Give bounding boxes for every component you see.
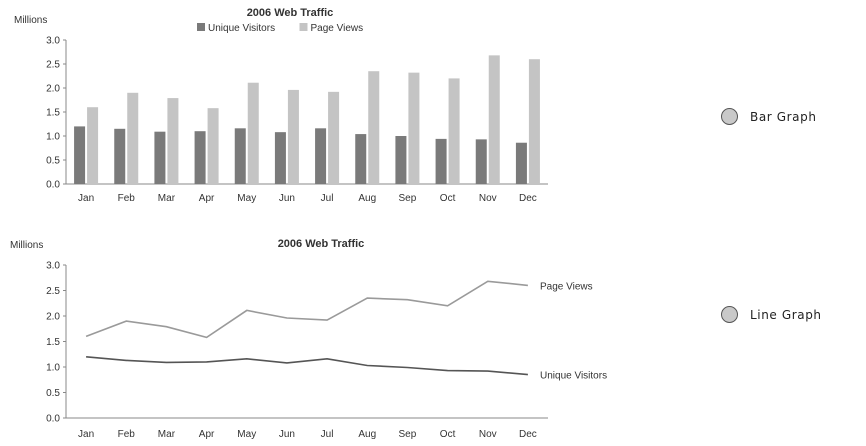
bar-page-views xyxy=(488,55,500,184)
line-unique-visitors xyxy=(86,356,528,376)
legend-entry: Unique Visitors xyxy=(208,23,275,34)
x-tick-label: Dec xyxy=(519,429,537,440)
bar-graph-option[interactable]: Bar Graph xyxy=(721,108,817,125)
bar-unique-visitors xyxy=(274,132,286,184)
x-tick-label: Jun xyxy=(279,193,295,204)
x-tick-label: Jan xyxy=(78,193,94,204)
bar-page-views xyxy=(408,72,420,184)
bar-page-views xyxy=(207,108,219,184)
bar-page-views xyxy=(127,92,139,184)
legend-entry: Page Views xyxy=(311,23,364,34)
y-tick-label: 2.5 xyxy=(46,60,60,71)
y-tick-label: 2.0 xyxy=(46,312,60,323)
legend-swatch xyxy=(197,23,205,31)
x-tick-label: Nov xyxy=(479,193,497,204)
x-tick-label: Oct xyxy=(440,193,456,204)
x-tick-label: Oct xyxy=(440,429,456,440)
bar-unique-visitors xyxy=(355,134,367,184)
x-tick-label: Feb xyxy=(118,429,136,440)
y-axis-label: Millions xyxy=(14,15,47,26)
bar-unique-visitors xyxy=(154,131,166,184)
y-tick-label: 0.0 xyxy=(46,180,60,191)
y-tick-label: 0.0 xyxy=(46,414,60,425)
y-tick-label: 2.5 xyxy=(46,286,60,297)
x-tick-label: May xyxy=(237,429,256,440)
bar-unique-visitors xyxy=(435,138,447,184)
bar-page-views xyxy=(247,82,259,184)
x-tick-label: Jul xyxy=(321,429,334,440)
bar-unique-visitors xyxy=(475,139,487,184)
x-tick-label: Jun xyxy=(279,429,295,440)
bar-page-views xyxy=(328,91,340,184)
y-tick-label: 0.5 xyxy=(46,388,60,399)
bar-page-views xyxy=(167,98,179,184)
chart-title: 2006 Web Traffic xyxy=(278,238,365,250)
bar-graph-label: Bar Graph xyxy=(750,109,817,124)
x-tick-label: Mar xyxy=(158,429,176,440)
x-tick-label: Apr xyxy=(199,193,215,204)
bar-unique-visitors xyxy=(315,128,327,184)
x-tick-label: May xyxy=(237,193,256,204)
legend-swatch xyxy=(299,23,308,31)
bar-page-views xyxy=(87,107,99,184)
radio-circle-icon[interactable] xyxy=(721,306,738,323)
bar-unique-visitors xyxy=(395,136,407,184)
y-tick-label: 1.5 xyxy=(46,108,60,119)
x-tick-label: Jan xyxy=(78,429,94,440)
bar-unique-visitors xyxy=(194,131,206,184)
x-tick-label: Sep xyxy=(399,429,417,440)
x-tick-label: Dec xyxy=(519,193,537,204)
line-graph-label: Line Graph xyxy=(750,307,822,322)
x-tick-label: Apr xyxy=(199,429,215,440)
y-tick-label: 3.0 xyxy=(46,36,60,47)
line-graph-option[interactable]: Line Graph xyxy=(721,306,822,323)
bar-unique-visitors xyxy=(515,142,527,184)
x-tick-label: Nov xyxy=(479,429,497,440)
bar-unique-visitors xyxy=(234,128,246,184)
y-tick-label: 3.0 xyxy=(46,261,60,272)
bar-page-views xyxy=(448,78,460,184)
y-tick-label: 0.5 xyxy=(46,156,60,167)
bar-page-views xyxy=(368,71,380,184)
bar-page-views xyxy=(287,89,299,184)
chart-title: 2006 Web Traffic xyxy=(247,7,334,19)
y-axis-label: Millions xyxy=(10,240,43,251)
radio-circle-icon[interactable] xyxy=(721,108,738,125)
x-tick-label: Feb xyxy=(118,193,136,204)
series-end-label: Page Views xyxy=(540,281,593,292)
x-tick-label: Mar xyxy=(158,193,176,204)
bar-unique-visitors xyxy=(74,126,86,184)
x-tick-label: Aug xyxy=(358,429,376,440)
bar-page-views xyxy=(528,59,540,185)
y-tick-label: 1.5 xyxy=(46,337,60,348)
series-end-label: Unique Visitors xyxy=(540,371,607,382)
y-tick-label: 2.0 xyxy=(46,84,60,95)
x-tick-label: Jul xyxy=(321,193,334,204)
bar-unique-visitors xyxy=(114,128,126,184)
y-tick-label: 1.0 xyxy=(46,363,60,374)
x-tick-label: Sep xyxy=(399,193,417,204)
x-tick-label: Aug xyxy=(358,193,376,204)
line-page-views xyxy=(85,280,528,339)
y-tick-label: 1.0 xyxy=(46,132,60,143)
